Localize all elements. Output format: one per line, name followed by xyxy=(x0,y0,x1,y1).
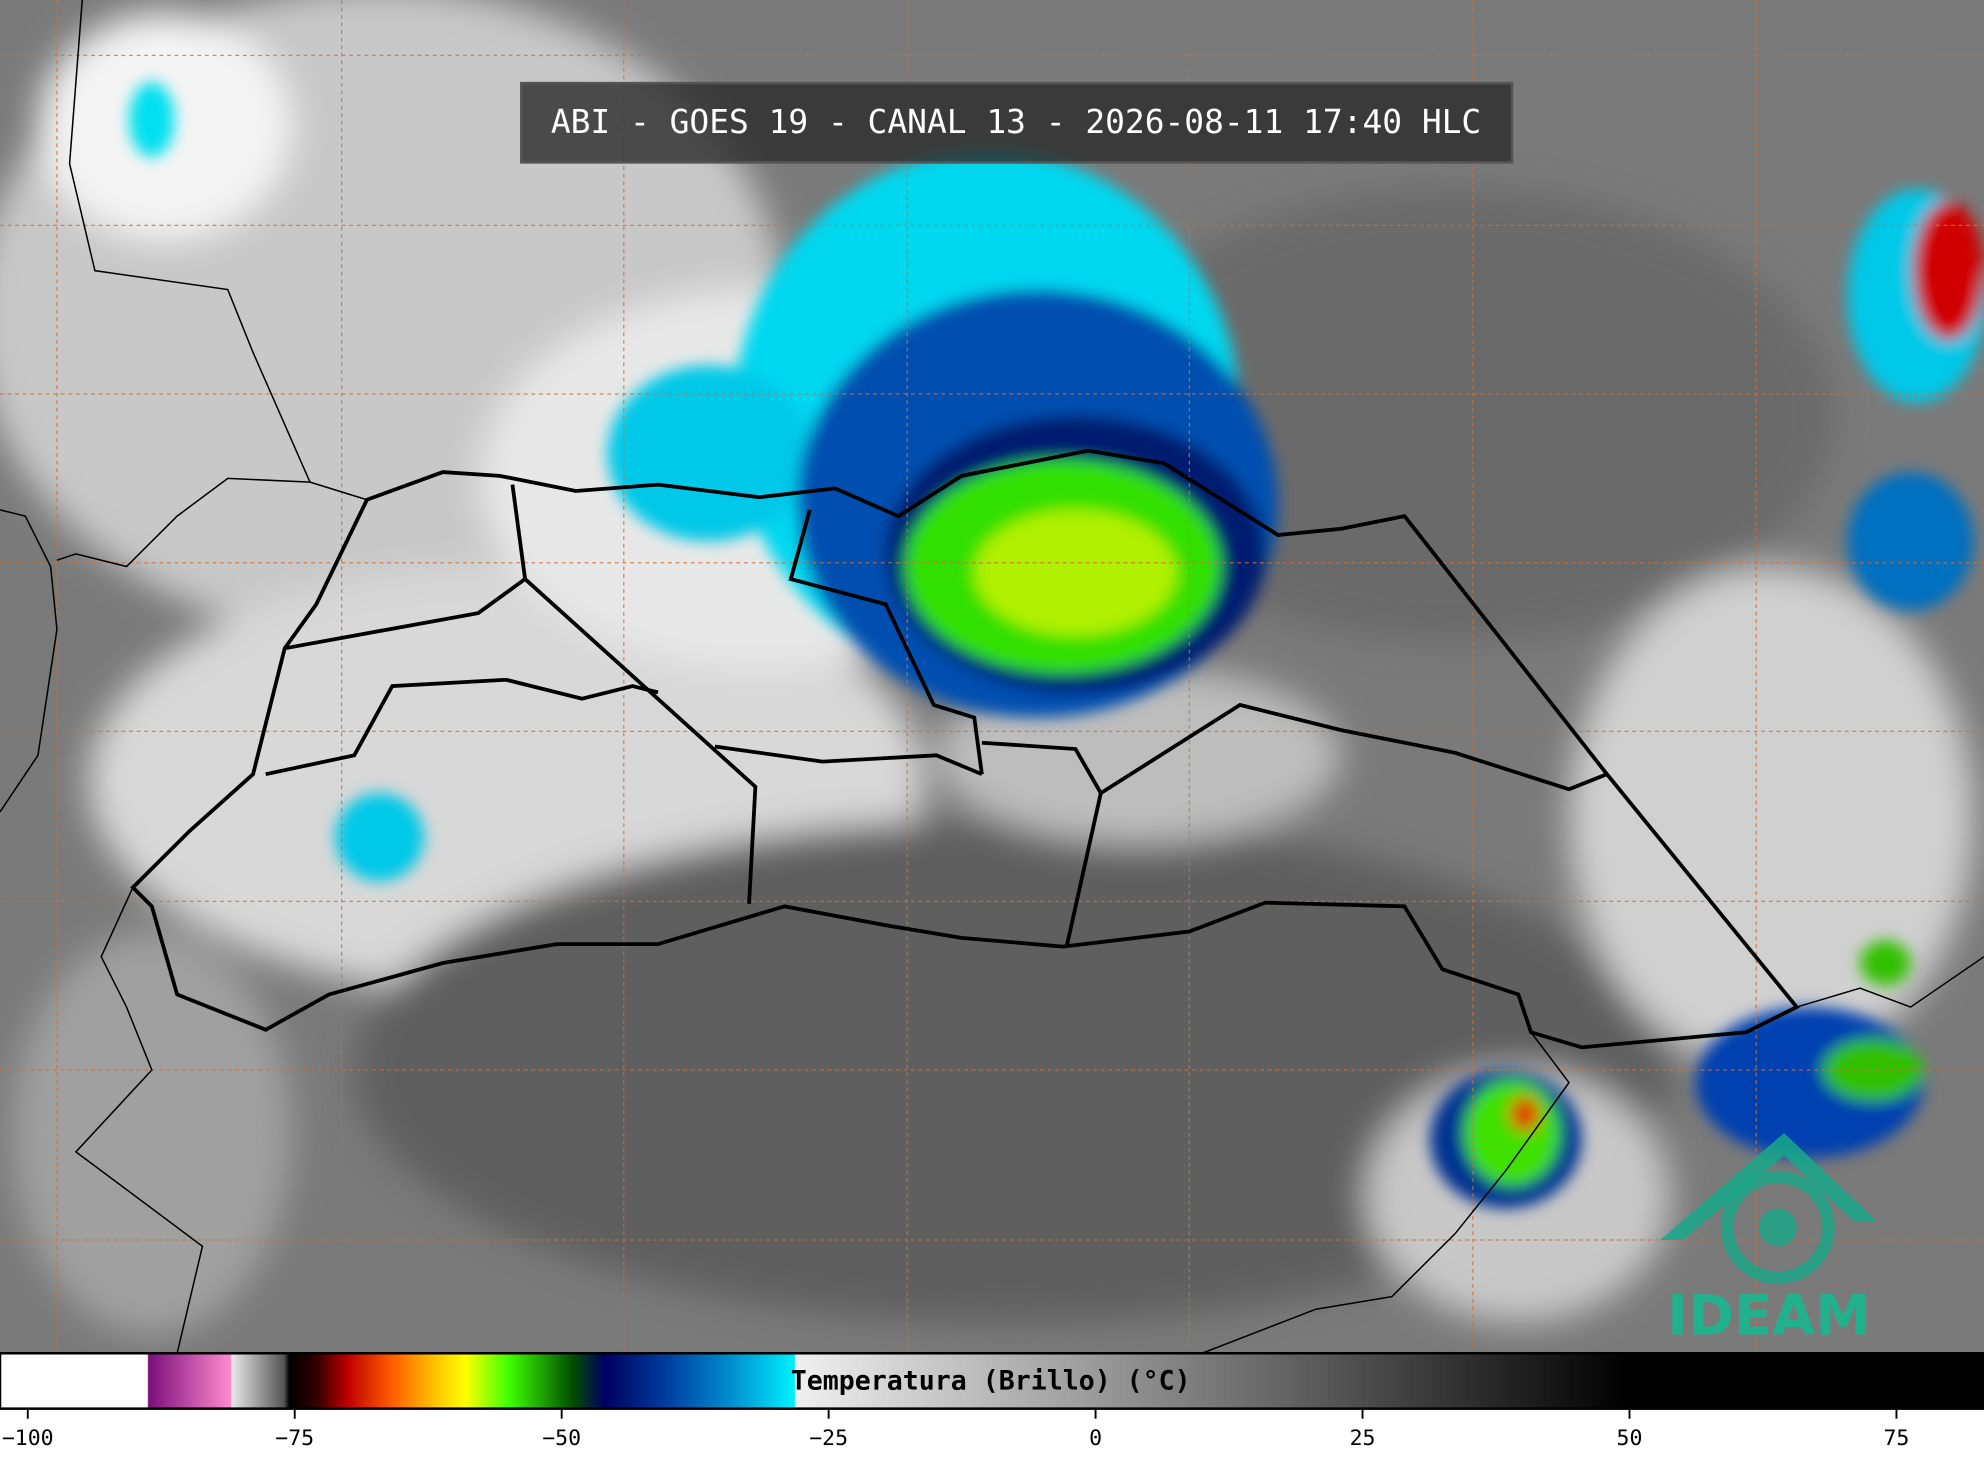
colorbar-tick-label: −50 xyxy=(542,1426,581,1451)
colorbar-tick-label: 75 xyxy=(1883,1426,1909,1451)
colorbar xyxy=(0,1351,1984,1410)
title: ABI - GOES 19 - CANAL 13 - 2026-08-11 17… xyxy=(551,103,1481,141)
colorbar-label: Temperatura (Brillo) (°C) xyxy=(791,1366,1191,1397)
colorbar-tick-label: 25 xyxy=(1350,1426,1376,1451)
colorbar-tick-label: 50 xyxy=(1617,1426,1643,1451)
title-box xyxy=(520,81,1514,164)
logo: IDEAM xyxy=(1660,1132,1877,1348)
department-borders xyxy=(130,448,1800,1050)
colorbar-tick-label: −100 xyxy=(2,1426,54,1451)
logo-text: IDEAM xyxy=(1667,1283,1870,1348)
colorbar-tick-label: −75 xyxy=(275,1426,314,1451)
graticule xyxy=(0,0,1984,1354)
colorbar-tick-label: 0 xyxy=(1089,1426,1102,1451)
imagery xyxy=(0,0,1984,1354)
country-borders xyxy=(0,0,1984,1354)
colorbar-tick-label: −25 xyxy=(809,1426,848,1451)
